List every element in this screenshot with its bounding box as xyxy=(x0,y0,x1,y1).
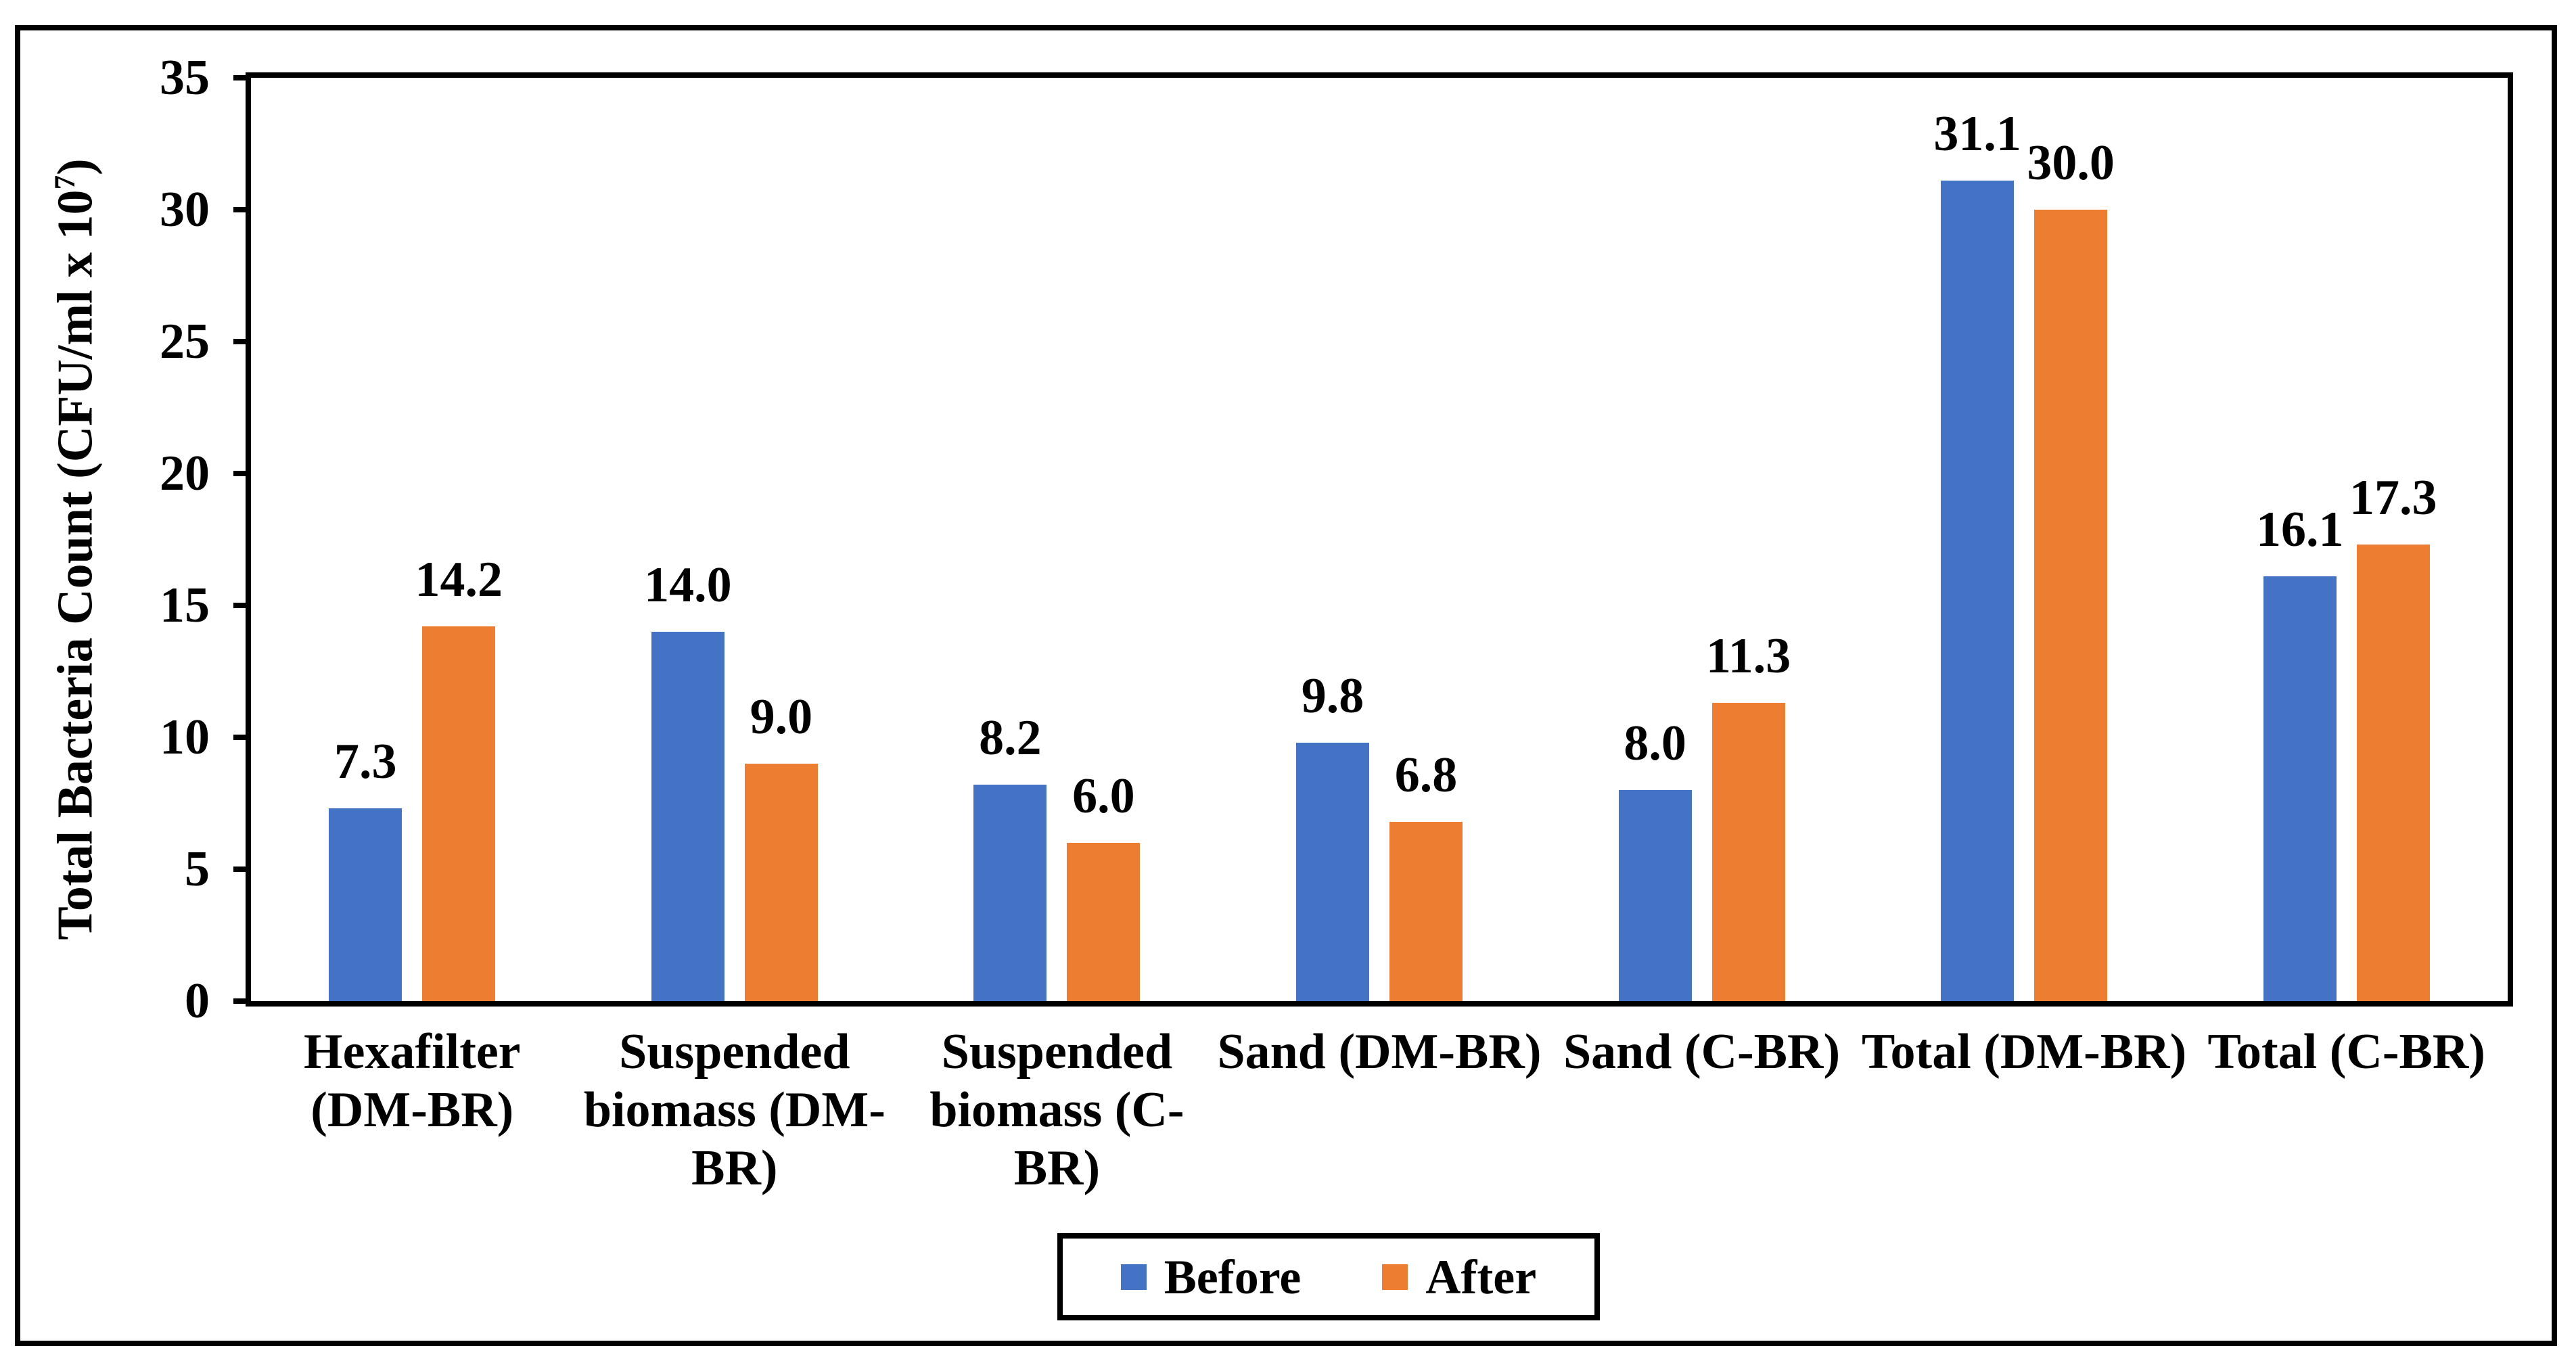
value-label-before-cat1: 7.3 xyxy=(334,734,397,790)
y-axis-tick-label: 30 xyxy=(160,182,210,237)
y-axis-tick xyxy=(233,735,251,740)
legend-item-before: Before xyxy=(1120,1249,1302,1304)
legend-before-swatch-icon xyxy=(1120,1264,1147,1290)
y-axis-title: Total Bacteria Count (CFU/ml x 107) xyxy=(47,158,105,940)
legend-item-after: After xyxy=(1382,1253,1536,1301)
bar-after-cat4 xyxy=(1389,821,1463,1001)
y-axis-tick xyxy=(233,471,251,476)
bar-before-cat2 xyxy=(651,632,724,1001)
x-axis-category-label: Suspended biomass (DM- BR) xyxy=(583,1024,886,1196)
bar-before-cat1 xyxy=(329,808,402,1001)
x-axis-category-label: Total (C-BR) xyxy=(2207,1024,2485,1080)
y-axis-tick-label: 0 xyxy=(185,973,210,1029)
value-label-before-cat6: 31.1 xyxy=(1933,106,2021,162)
bar-after-cat3 xyxy=(1067,843,1141,1001)
bar-after-cat2 xyxy=(744,764,818,1001)
legend-after-swatch-icon xyxy=(1382,1264,1408,1290)
bar-before-cat3 xyxy=(973,785,1047,1001)
bar-after-cat7 xyxy=(2356,545,2430,1001)
y-axis-tick-label: 5 xyxy=(185,841,210,897)
legend-before-label: Before xyxy=(1164,1249,1302,1304)
plot-area: 7.3 14.0 8.2 9.8 8.0 31.1 16.1 14.2 9.0 6.0 6.8 11.… xyxy=(246,72,2513,1007)
value-label-after-cat2: 9.0 xyxy=(750,689,813,745)
plot-inner: 7.3 14.0 8.2 9.8 8.0 31.1 16.1 14.2 9.0 6.0 6.8 11.… xyxy=(251,78,2508,1001)
value-label-before-cat4: 9.8 xyxy=(1301,668,1364,724)
y-axis-tick-label: 15 xyxy=(160,578,210,633)
y-axis-tick xyxy=(233,998,251,1004)
y-axis-tick-label: 20 xyxy=(160,446,210,501)
x-axis-category-label: Hexafilter (DM-BR) xyxy=(304,1024,521,1138)
bar-after-cat6 xyxy=(2034,210,2108,1001)
y-axis-tick xyxy=(233,207,251,212)
legend: Before After xyxy=(1057,1233,1600,1320)
y-axis-title-close: ) xyxy=(47,158,104,175)
bar-before-cat7 xyxy=(2263,576,2337,1001)
bar-before-cat4 xyxy=(1296,742,1369,1001)
x-axis-category-label: Suspended biomass (C- BR) xyxy=(929,1024,1184,1196)
y-axis-tick xyxy=(233,867,251,872)
value-label-before-cat3: 8.2 xyxy=(979,710,1042,766)
y-axis-tick-label: 35 xyxy=(160,50,210,106)
value-label-before-cat7: 16.1 xyxy=(2255,502,2344,558)
bar-after-cat1 xyxy=(422,626,496,1001)
value-label-before-cat2: 14.0 xyxy=(644,557,732,613)
value-label-after-cat4: 6.8 xyxy=(1394,747,1458,803)
bar-after-cat5 xyxy=(1711,703,1785,1001)
legend-after-label: After xyxy=(1425,1249,1537,1304)
x-axis-category-label: Total (DM-BR) xyxy=(1861,1024,2187,1080)
value-label-after-cat7: 17.3 xyxy=(2349,470,2437,526)
bar-before-cat6 xyxy=(1941,181,2015,1001)
y-axis-tick xyxy=(233,603,251,608)
x-axis-category-label: Sand (DM-BR) xyxy=(1217,1024,1542,1080)
x-axis-category-label: Sand (C-BR) xyxy=(1563,1024,1841,1080)
y-axis-tick xyxy=(233,339,251,344)
value-label-after-cat5: 11.3 xyxy=(1705,628,1791,685)
value-label-after-cat6: 30.0 xyxy=(2027,135,2115,191)
y-axis-tick xyxy=(233,75,251,80)
value-label-after-cat1: 14.2 xyxy=(415,552,503,608)
value-label-before-cat5: 8.0 xyxy=(1624,716,1686,771)
y-axis-tick-label: 25 xyxy=(160,314,210,369)
value-label-after-cat3: 6.0 xyxy=(1072,768,1135,824)
y-axis-title-text: Total Bacteria Count (CFU/ml x 10 xyxy=(47,189,104,940)
y-axis-tick-label: 10 xyxy=(160,710,210,765)
bar-before-cat5 xyxy=(1618,790,1692,1001)
